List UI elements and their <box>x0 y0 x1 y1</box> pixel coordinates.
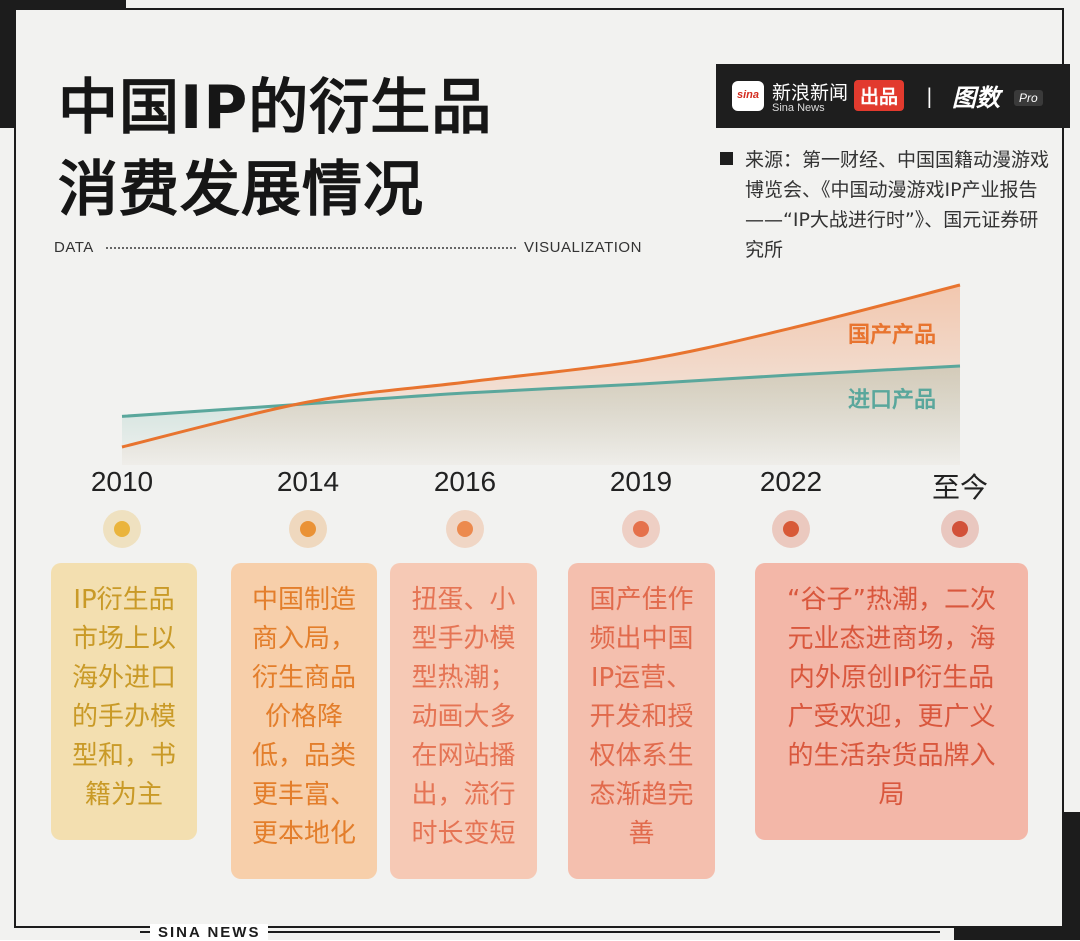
corner-left <box>0 0 14 128</box>
timeline-dot <box>446 510 484 548</box>
timeline-card-line: 低，品类 <box>251 741 356 771</box>
timeline-card-line: 型和，书 <box>71 741 176 771</box>
frame-border <box>14 8 1064 928</box>
footer-brand: SINA NEWS <box>150 924 269 941</box>
timeline-card-line: 内外原创IP衍生品 <box>788 663 995 693</box>
page-title-line-1: 中国IP的衍生品 <box>58 73 493 143</box>
timeline-card-line: 更本地化 <box>251 819 356 849</box>
timeline-card-line: 海外进口 <box>71 663 176 693</box>
timeline-dot <box>103 510 141 548</box>
timeline-card-line: 广受欢迎，更广义 <box>787 702 996 732</box>
timeline-year: 2022 <box>759 466 823 497</box>
timeline-card-line: 权体系生 <box>589 741 694 771</box>
imported-line <box>121 364 961 418</box>
corner-right <box>1064 812 1080 940</box>
series-label-imported: 进口产品 <box>848 388 937 413</box>
timeline-card-line: 价格降 <box>264 702 343 732</box>
brand-badge: 出品 <box>854 80 905 111</box>
timeline-card-line: 出，流行 <box>411 780 516 810</box>
timeline-card-line: 型热潮； <box>411 663 516 693</box>
timeline-card-line: 的手办模 <box>71 702 176 732</box>
timeline-card-line: 善 <box>628 819 655 849</box>
timeline-year: 2019 <box>609 466 673 497</box>
timeline-card: 中国制造商入局， 衍生商品价格降低，品类更丰富、更本地化 <box>231 563 377 879</box>
tushu-logo: 图数 <box>952 84 1000 112</box>
timeline-card-line: 国产佳作 <box>589 585 694 615</box>
timeline-dot <box>289 510 327 548</box>
timeline-card-line: 开发和授 <box>589 702 694 732</box>
timeline-card-line: 态渐趋完 <box>589 780 694 810</box>
data-label: DATA <box>54 239 94 256</box>
timeline-year: 2014 <box>276 466 340 497</box>
timeline-card-line: 籍为主 <box>84 780 163 810</box>
timeline-dot <box>622 510 660 548</box>
corner-bottom-right <box>954 928 1080 940</box>
page-title-line-2: 消费发展情况 <box>58 155 424 225</box>
footer-divider <box>140 931 940 933</box>
brand-name-cn: 新浪新闻 <box>772 82 849 104</box>
timeline-card-line: 商入局， <box>251 624 356 654</box>
source-bullet <box>720 152 733 165</box>
source-note: 来源：第一财经、中国国籍动漫游戏博览会、《中国动漫游戏IP产业报告——“IP大战… <box>745 149 1050 261</box>
timeline-card: “谷子”热潮，二次 元业态进商场，海 内外原创IP衍生品 广受欢迎，更广义 的生活杂货品… <box>755 563 1028 840</box>
brand-name-en: Sina News <box>772 102 825 114</box>
timeline-card-line: IP衍生品 <box>73 585 175 615</box>
timeline-dot <box>941 510 979 548</box>
domestic-line <box>121 283 961 449</box>
timeline-year: 2010 <box>90 466 154 497</box>
timeline-card-line: IP运营、 <box>590 663 693 693</box>
timeline-card-line: 型手办模 <box>411 624 516 654</box>
timeline-year: 2016 <box>433 466 497 497</box>
brand-separator: | <box>926 84 933 108</box>
brand-bar: sina 新浪新闻 Sina News 出品 | 图数 Pro <box>716 64 1070 128</box>
timeline-card-line: 中国制造 <box>251 585 356 615</box>
dotted-divider <box>106 247 516 249</box>
pro-badge: Pro <box>1014 90 1043 106</box>
timeline-card-line: 在网站播 <box>411 741 516 771</box>
timeline-card-line: 扭蛋、小 <box>411 585 516 615</box>
timeline-card-line: 时长变短 <box>411 819 516 849</box>
timeline-card-line: 市场上以 <box>71 624 176 654</box>
timeline-card: IP衍生品市场上以海外进口的手办模型和，书籍为主 <box>51 563 197 840</box>
timeline-year: 至今 <box>931 472 988 503</box>
series-label-domestic: 国产产品 <box>848 323 937 348</box>
timeline-card: 扭蛋、小型手办模型热潮； 动画大多在网站播出，流行时长变短 <box>390 563 537 879</box>
timeline-card-line: 元业态进商场，海 <box>787 624 996 654</box>
timeline-card-line: 局 <box>878 780 905 810</box>
visualization-label: VISUALIZATION <box>524 239 642 256</box>
timeline-card-line: 更丰富、 <box>251 780 356 810</box>
sina-logo-text: sina <box>736 89 759 101</box>
timeline-card-line: 频出中国 <box>589 624 694 654</box>
timeline-card-line: 衍生商品 <box>251 663 356 693</box>
timeline-card-line: 动画大多 <box>411 702 516 732</box>
timeline-dot <box>772 510 810 548</box>
timeline-card-line: “谷子”热潮，二次 <box>787 585 996 615</box>
corner-top-left <box>0 0 126 10</box>
timeline-card-line: 的生活杂货品牌入 <box>787 741 996 771</box>
timeline-card: 国产佳作频出中国 IP运营、开发和授权体系生态渐趋完善 <box>568 563 715 879</box>
sina-logo-icon: sina <box>732 81 764 111</box>
